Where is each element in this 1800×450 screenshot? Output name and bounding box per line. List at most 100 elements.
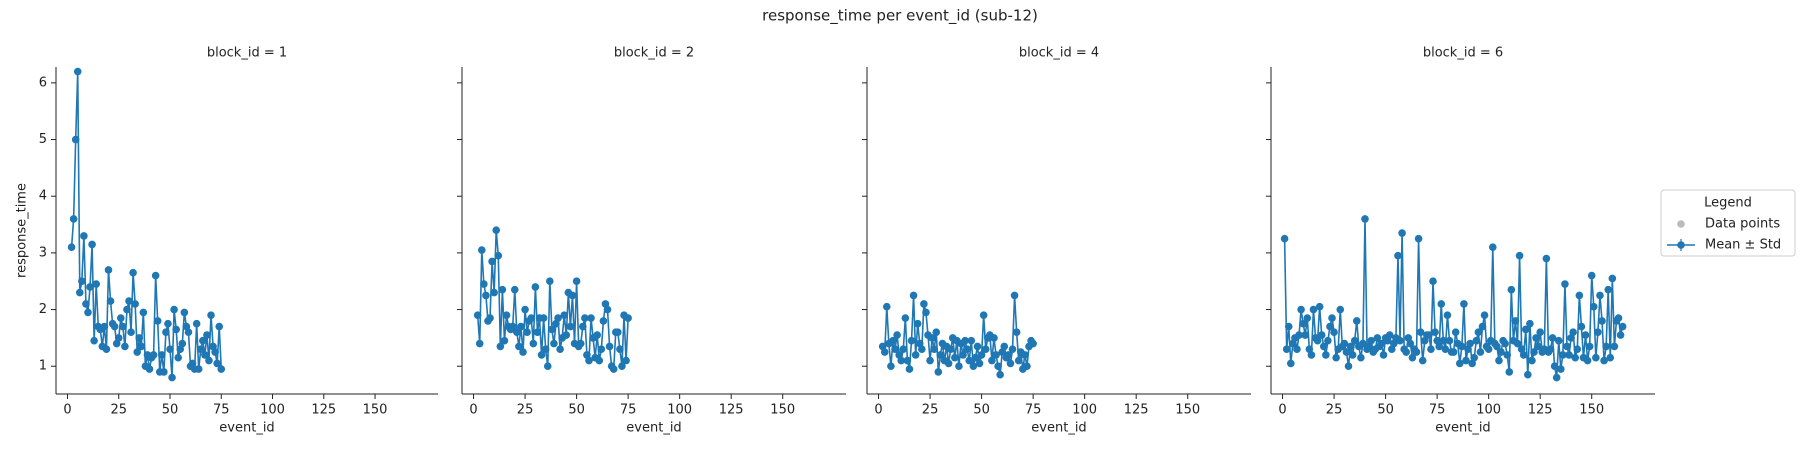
data-point bbox=[1484, 345, 1493, 354]
data-point bbox=[1524, 370, 1532, 379]
data-point bbox=[1456, 359, 1464, 368]
data-point bbox=[184, 328, 193, 337]
x-tick-label: 125 bbox=[1124, 403, 1149, 418]
data-point bbox=[562, 331, 571, 339]
x-tick-label: 75 bbox=[1025, 403, 1042, 418]
x-tick-label: 100 bbox=[1072, 403, 1097, 418]
data-point bbox=[131, 300, 139, 308]
data-point bbox=[508, 322, 517, 331]
x-axis-label: event_id bbox=[626, 421, 681, 436]
data-point bbox=[581, 314, 589, 322]
data-point bbox=[515, 342, 523, 351]
data-point bbox=[106, 297, 115, 305]
data-point bbox=[609, 365, 618, 373]
data-point bbox=[537, 351, 546, 359]
data-point bbox=[1408, 353, 1417, 362]
data-point bbox=[1480, 311, 1489, 320]
data-point bbox=[211, 348, 219, 356]
data-point bbox=[529, 339, 538, 348]
data-point bbox=[946, 345, 955, 354]
data-point bbox=[1029, 339, 1037, 348]
data-point bbox=[996, 370, 1004, 379]
data-point bbox=[1532, 334, 1540, 342]
data-point bbox=[1542, 254, 1551, 263]
data-point bbox=[1602, 342, 1610, 351]
data-point bbox=[1412, 348, 1421, 356]
x-tick-label: 100 bbox=[1476, 403, 1501, 418]
panel-title: block_id = 4 bbox=[1019, 46, 1099, 61]
data-point bbox=[1402, 348, 1411, 356]
data-point bbox=[891, 345, 899, 354]
data-point bbox=[934, 368, 943, 376]
x-tick-label: 50 bbox=[973, 403, 990, 418]
data-point bbox=[213, 359, 221, 368]
data-point bbox=[158, 351, 166, 359]
data-point bbox=[922, 308, 930, 317]
data-point bbox=[1414, 234, 1423, 243]
data-point bbox=[909, 291, 918, 300]
data-point bbox=[201, 351, 209, 359]
data-point bbox=[102, 345, 111, 354]
x-tick-label: 150 bbox=[770, 403, 795, 418]
data-point bbox=[1398, 229, 1406, 237]
data-point bbox=[1503, 351, 1512, 359]
data-point bbox=[1340, 339, 1349, 348]
data-point bbox=[889, 336, 897, 345]
panel: block_id = 6 0 25 50 75 100 125 150 event_id bbox=[1266, 46, 1655, 436]
data-point bbox=[172, 325, 180, 334]
x-tick-label: 125 bbox=[311, 403, 336, 418]
data-point bbox=[121, 342, 129, 351]
x-tick-label: 50 bbox=[1377, 403, 1394, 418]
data-point bbox=[1513, 339, 1522, 348]
data-point bbox=[498, 285, 507, 294]
data-point bbox=[961, 336, 969, 345]
data-point bbox=[1478, 322, 1487, 331]
data-point bbox=[1596, 291, 1604, 300]
data-point bbox=[492, 226, 501, 235]
data-point bbox=[1284, 322, 1293, 331]
data-point bbox=[502, 311, 511, 320]
data-point bbox=[1600, 356, 1608, 365]
data-point bbox=[1315, 302, 1324, 311]
data-point bbox=[585, 356, 593, 365]
data-point bbox=[618, 362, 626, 371]
data-point bbox=[1552, 373, 1561, 382]
series-line bbox=[476, 230, 629, 372]
data-point bbox=[104, 266, 113, 274]
series-line bbox=[70, 71, 223, 378]
data-point bbox=[593, 331, 602, 339]
data-point bbox=[990, 334, 998, 342]
x-tick-label: 25 bbox=[517, 403, 534, 418]
legend-marker bbox=[1677, 220, 1685, 228]
data-point bbox=[1554, 336, 1563, 345]
data-point bbox=[1488, 243, 1497, 252]
data-point bbox=[67, 243, 76, 252]
data-point bbox=[1416, 328, 1425, 337]
data-point bbox=[510, 285, 519, 294]
data-point bbox=[162, 328, 170, 337]
data-point bbox=[164, 319, 172, 328]
data-point bbox=[125, 297, 133, 305]
legend-marker bbox=[1677, 241, 1685, 249]
panel: block_id = 4 0 25 50 75 100 125 150 event_id bbox=[862, 46, 1251, 436]
data-point bbox=[887, 362, 895, 371]
data-point bbox=[533, 328, 542, 337]
x-tick-label: 25 bbox=[922, 403, 939, 418]
x-tick-label: 150 bbox=[1579, 403, 1604, 418]
data-point bbox=[880, 348, 889, 356]
data-point bbox=[90, 336, 98, 345]
data-point bbox=[981, 345, 990, 354]
data-point bbox=[603, 305, 612, 314]
x-tick-label: 150 bbox=[1175, 403, 1200, 418]
data-point bbox=[1297, 305, 1305, 314]
y-tick-label: 6 bbox=[39, 75, 47, 90]
data-point bbox=[539, 314, 548, 322]
data-point bbox=[543, 362, 552, 371]
data-point bbox=[84, 308, 92, 317]
data-point bbox=[1418, 356, 1427, 365]
data-point bbox=[944, 359, 953, 368]
data-point bbox=[123, 305, 131, 314]
data-point bbox=[1377, 339, 1386, 348]
data-point bbox=[1396, 336, 1404, 345]
data-point bbox=[217, 365, 226, 373]
